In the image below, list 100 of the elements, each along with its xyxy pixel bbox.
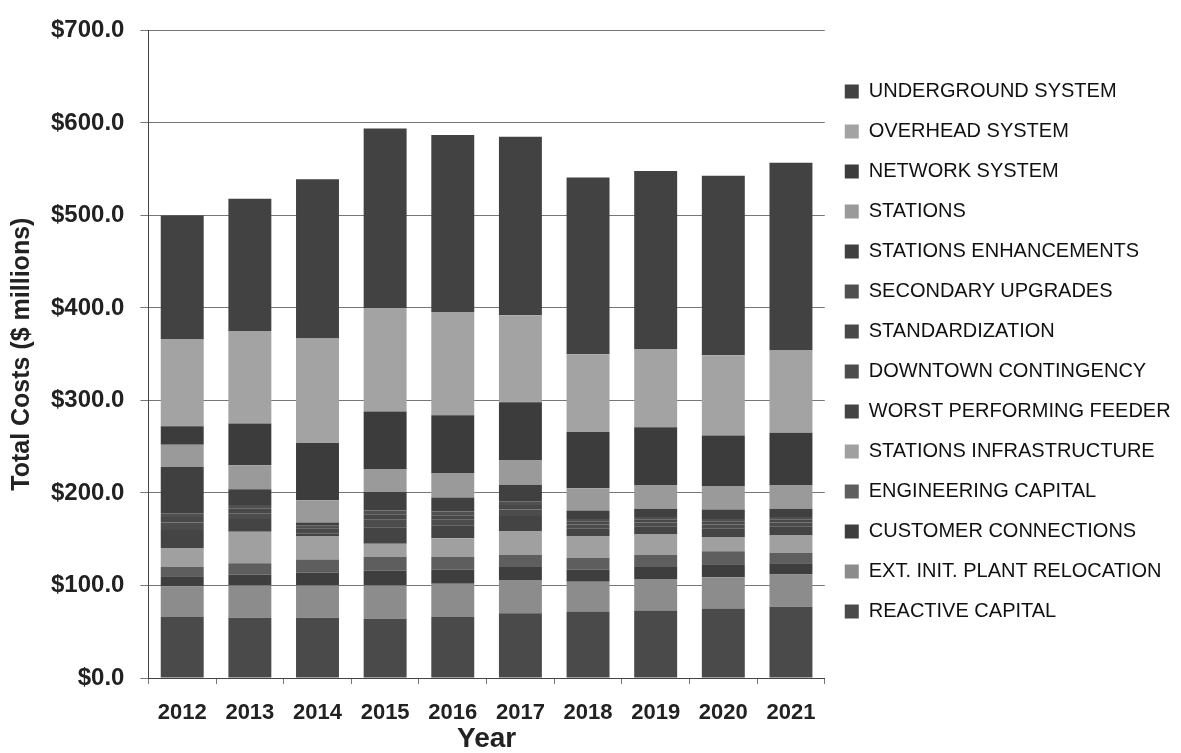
bar	[228, 505, 272, 509]
bar	[566, 528, 610, 537]
bar	[566, 488, 610, 511]
legend-label: REACTIVE CAPITAL	[868, 599, 1057, 622]
bar	[363, 492, 407, 511]
bar	[566, 557, 610, 570]
bar	[160, 215, 204, 340]
bar	[566, 536, 610, 558]
bar	[228, 465, 272, 490]
bar	[634, 485, 678, 509]
bar	[160, 566, 204, 577]
bar	[701, 435, 745, 487]
bar	[363, 556, 407, 571]
bar	[363, 468, 407, 493]
bar	[566, 354, 610, 432]
y-tick-label: $300.0	[51, 385, 125, 413]
bar	[498, 530, 542, 555]
bar	[769, 162, 813, 351]
y-tick-label: $0.0	[77, 662, 125, 690]
x-tick-label: 2015	[360, 699, 410, 725]
bar	[701, 509, 745, 519]
bar	[228, 585, 272, 618]
y-tick-label: $200.0	[51, 477, 125, 505]
x-tick-label: 2020	[698, 699, 748, 725]
bar	[296, 338, 339, 444]
bar	[228, 563, 272, 575]
bar	[498, 554, 542, 567]
bar	[769, 535, 813, 554]
bar	[228, 423, 272, 466]
bar	[701, 528, 745, 538]
bar	[634, 534, 678, 555]
legend-label: SECONDARY UPGRADES	[868, 279, 1113, 302]
bar	[634, 171, 678, 350]
x-tick-label: 2018	[563, 699, 613, 725]
bar	[566, 177, 610, 355]
bar	[634, 554, 678, 567]
x-tick-label: 2013	[225, 699, 275, 725]
bar	[228, 489, 272, 505]
bar	[498, 579, 542, 614]
bar	[498, 566, 542, 580]
bar	[296, 572, 339, 586]
bar	[769, 526, 813, 536]
bar	[634, 526, 678, 535]
bar	[363, 570, 407, 586]
bar	[634, 579, 678, 611]
bar	[296, 585, 339, 618]
bar	[431, 511, 475, 516]
bar	[431, 497, 475, 512]
legend-label: STANDARDIZATION	[868, 319, 1055, 342]
bar	[701, 564, 745, 578]
legend-label: STATIONS INFRASTRUCTURE	[868, 439, 1155, 462]
bar	[769, 485, 813, 509]
bar	[160, 444, 204, 468]
bar	[769, 563, 813, 575]
bar	[566, 569, 610, 582]
bar	[634, 427, 678, 486]
bar	[701, 577, 745, 609]
bar	[160, 548, 204, 567]
bar	[296, 443, 339, 501]
legend-label: EXT. INIT. PLANT RELOCATION	[868, 559, 1162, 582]
bar	[498, 315, 542, 403]
bar	[296, 179, 339, 339]
bar	[634, 508, 678, 518]
bar	[431, 556, 475, 570]
bar	[363, 543, 407, 557]
bar	[431, 312, 475, 416]
legend-label: CUSTOMER CONNECTIONS	[868, 519, 1137, 542]
x-tick-label: 2012	[157, 699, 207, 725]
bar	[431, 583, 475, 617]
bar	[634, 349, 678, 428]
bar	[701, 537, 745, 552]
bar	[701, 486, 745, 510]
y-tick-label: $500.0	[51, 200, 125, 228]
legend-label: STATIONS	[868, 199, 966, 222]
x-tick-label: 2014	[293, 699, 343, 725]
bar	[228, 198, 272, 332]
bar	[431, 134, 475, 313]
bar	[160, 426, 204, 445]
y-tick-label: $600.0	[51, 107, 125, 135]
y-axis-title: Total Costs ($ millions)	[6, 217, 35, 491]
bar	[296, 559, 339, 573]
bar	[228, 531, 272, 564]
bar	[160, 467, 204, 514]
legend-label: ENGINEERING CAPITAL	[868, 479, 1097, 502]
bar	[769, 508, 813, 518]
y-tick-label: $100.0	[51, 570, 125, 598]
bar	[228, 331, 272, 424]
bar	[363, 585, 407, 619]
bar	[498, 402, 542, 461]
bar	[566, 581, 610, 612]
bar	[228, 574, 272, 586]
bar	[701, 355, 745, 436]
bar	[363, 411, 407, 469]
bar	[498, 136, 542, 316]
bar	[296, 500, 339, 523]
bar	[363, 128, 407, 308]
x-tick-label: 2019	[631, 699, 681, 725]
bar	[160, 576, 204, 587]
bar	[431, 415, 475, 474]
x-tick-label: 2021	[766, 699, 816, 725]
